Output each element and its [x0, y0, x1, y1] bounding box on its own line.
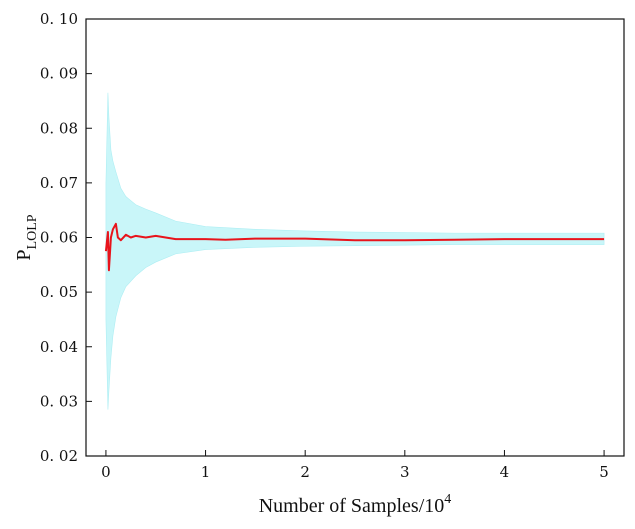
- x-axis-title-text: Number of Samples/10: [259, 495, 445, 517]
- x-tick-label: 3: [400, 463, 410, 481]
- x-tick-label: 4: [500, 463, 510, 481]
- mean-line: [104, 222, 605, 272]
- y-axis-title-text: P: [13, 249, 35, 260]
- y-tick-label: 0. 06: [40, 229, 78, 247]
- x-tick-label: 1: [201, 463, 211, 481]
- plot-area: [104, 92, 605, 410]
- axis-ticks: 0 1 2 3 4 5 0. 02 0. 03 0. 04 0. 05 0. 06 0. 07 0. 0…: [40, 10, 609, 481]
- y-tick-label: 0. 09: [40, 65, 78, 83]
- y-tick-label: 0. 07: [40, 174, 78, 192]
- y-tick-label: 0. 04: [40, 338, 78, 356]
- x-axis-title: Number of Samples/104: [259, 492, 452, 517]
- x-axis-title-superscript: 4: [444, 492, 451, 507]
- x-tick-label: 2: [300, 463, 310, 481]
- x-tick-label: 0: [101, 463, 111, 481]
- y-tick-label: 0. 03: [40, 392, 78, 410]
- confidence-band: [105, 92, 605, 410]
- x-tick-label: 5: [599, 463, 609, 481]
- y-tick-label: 0. 05: [40, 283, 78, 301]
- y-axis-title-subscript: LOLP: [25, 214, 40, 249]
- y-axis-title: PLOLP: [13, 214, 40, 260]
- y-tick-label: 0. 08: [40, 119, 78, 137]
- y-tick-label: 0. 02: [40, 447, 78, 465]
- y-tick-label: 0. 10: [40, 10, 78, 28]
